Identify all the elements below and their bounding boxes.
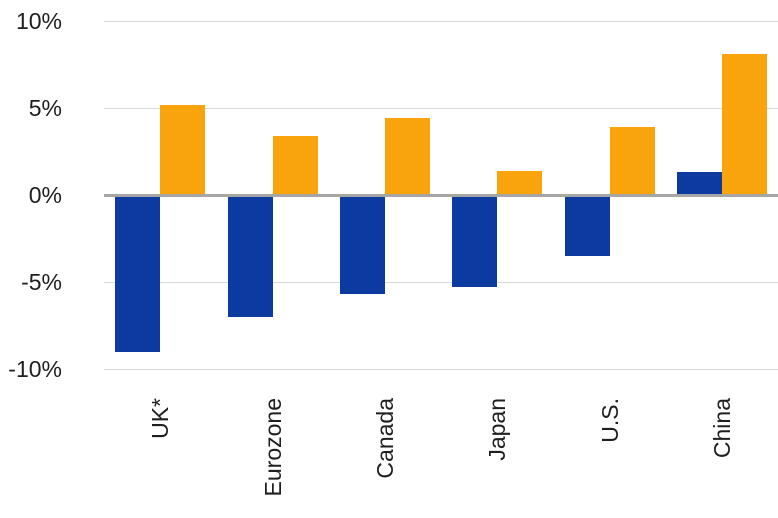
x-category-label: Japan	[484, 398, 511, 461]
plot-area	[104, 20, 778, 370]
x-category-label: China	[708, 398, 735, 459]
y-tick-label: -5%	[21, 269, 62, 295]
gridline	[104, 20, 778, 22]
bar-blue-china	[676, 172, 722, 195]
bar-blue-uk	[115, 195, 161, 352]
bar-orange-uk	[160, 104, 206, 195]
x-category-label: Eurozone	[259, 398, 286, 497]
x-category-label: U.S.	[596, 398, 623, 443]
x-category-label: Canada	[371, 398, 398, 479]
y-tick-label: -10%	[8, 356, 62, 382]
gridline	[104, 281, 778, 283]
y-tick-label: 0%	[28, 182, 62, 208]
bar-blue-us	[564, 195, 610, 256]
gridline	[104, 368, 778, 370]
bar-orange-us	[609, 127, 655, 195]
bar-blue-japan	[452, 195, 498, 288]
bar-orange-japan	[497, 170, 543, 195]
zero-axis-line	[104, 193, 778, 197]
bar-orange-eurozone	[272, 135, 318, 195]
y-tick-label: 5%	[28, 95, 62, 121]
bar-orange-canada	[384, 118, 430, 195]
bar-orange-china	[721, 54, 767, 195]
gridline	[104, 107, 778, 109]
y-tick-label: 10%	[15, 8, 62, 34]
bar-blue-canada	[339, 195, 385, 295]
bar-blue-eurozone	[227, 195, 273, 317]
x-category-label: UK*	[147, 398, 174, 439]
